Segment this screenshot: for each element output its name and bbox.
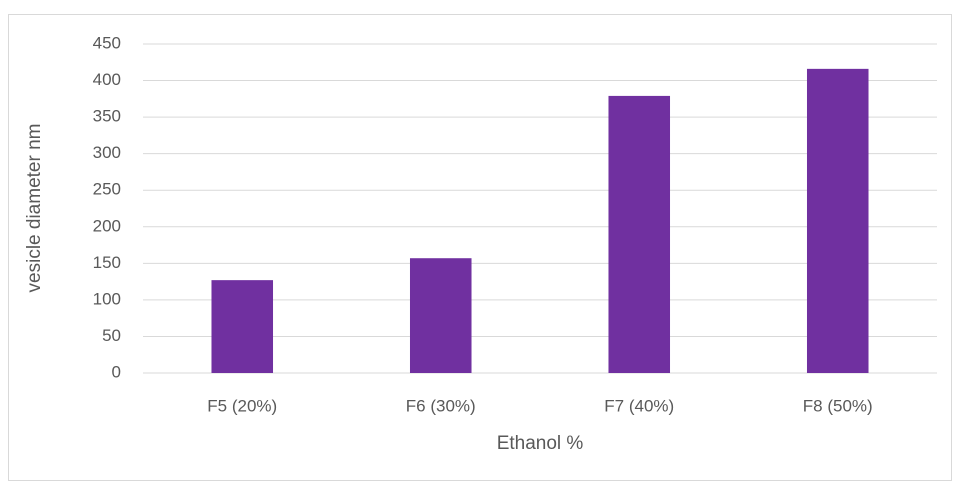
y-tick-label: 0 (112, 362, 121, 381)
x-tick-label: F6 (30%) (406, 396, 476, 415)
y-axis-label: vesicle diameter nm (24, 124, 45, 293)
x-tick-label: F8 (50%) (803, 396, 873, 415)
x-axis-label: Ethanol % (497, 433, 584, 454)
x-tick-label: F5 (20%) (207, 396, 277, 415)
y-tick-label: 150 (93, 253, 121, 272)
y-tick-label: 200 (93, 216, 121, 235)
y-tick-label: 350 (93, 107, 121, 126)
y-tick-label: 100 (93, 289, 121, 308)
bar (211, 280, 274, 373)
bar (409, 258, 472, 373)
y-tick-label: 250 (93, 180, 121, 199)
bar (608, 95, 671, 374)
y-tick-label: 450 (93, 33, 121, 52)
x-tick-label: F7 (40%) (604, 396, 674, 415)
y-tick-label: 50 (102, 326, 121, 345)
chart-frame (8, 14, 952, 481)
y-tick-label: 400 (93, 70, 121, 89)
bar (806, 68, 869, 373)
y-tick-label: 300 (93, 143, 121, 162)
